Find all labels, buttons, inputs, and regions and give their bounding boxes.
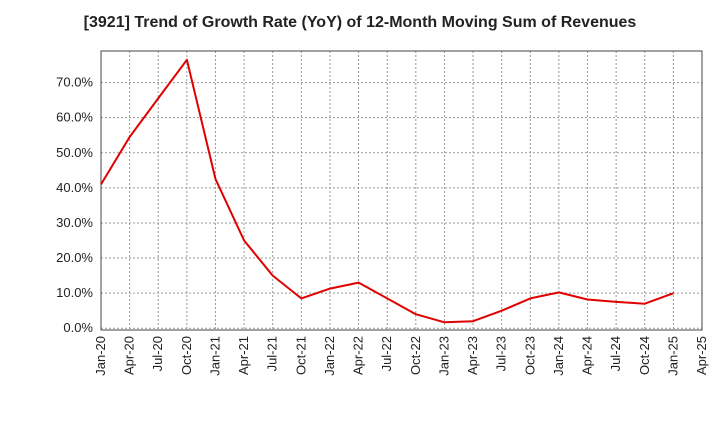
x-tick-label: Oct-20 [179,336,194,375]
x-tick-label: Apr-20 [122,336,137,375]
y-tick-label: 0.0% [63,320,93,335]
x-tick-label: Jul-20 [150,336,165,371]
chart-title: [3921] Trend of Growth Rate (YoY) of 12-… [83,14,637,31]
x-tick-label: Jan-21 [207,336,222,376]
x-tick-label: Apr-23 [465,336,480,375]
y-tick-label: 70.0% [56,75,93,90]
x-tick-label: Oct-24 [637,336,652,375]
x-tick-label: Apr-22 [351,336,366,375]
x-tick-label: Jan-22 [322,336,337,376]
x-tick-label: Oct-21 [293,336,308,375]
x-tick-label: Jul-24 [608,336,623,371]
y-tick-label: 10.0% [56,285,93,300]
x-tick-label: Apr-24 [580,336,595,375]
x-tick-label: Jul-22 [379,336,394,371]
y-tick-label: 60.0% [56,110,93,125]
x-tick-label: Apr-25 [694,336,709,375]
x-tick-label: Jan-23 [436,336,451,376]
x-tick-label: Jul-21 [265,336,280,371]
plot-area [100,50,703,331]
x-tick-label: Jan-25 [665,336,680,376]
y-tick-label: 40.0% [56,180,93,195]
series-line [100,58,674,324]
x-tick-label: Oct-22 [408,336,423,375]
y-tick-label: 20.0% [56,250,93,265]
x-tick-label: Jan-24 [551,336,566,376]
x-tick-label: Jul-23 [494,336,509,371]
y-tick-label: 50.0% [56,145,93,160]
x-tick-label: Jan-20 [93,336,108,376]
y-tick-label: 30.0% [56,215,93,230]
x-tick-label: Oct-23 [522,336,537,375]
x-tick-label: Apr-21 [236,336,251,375]
